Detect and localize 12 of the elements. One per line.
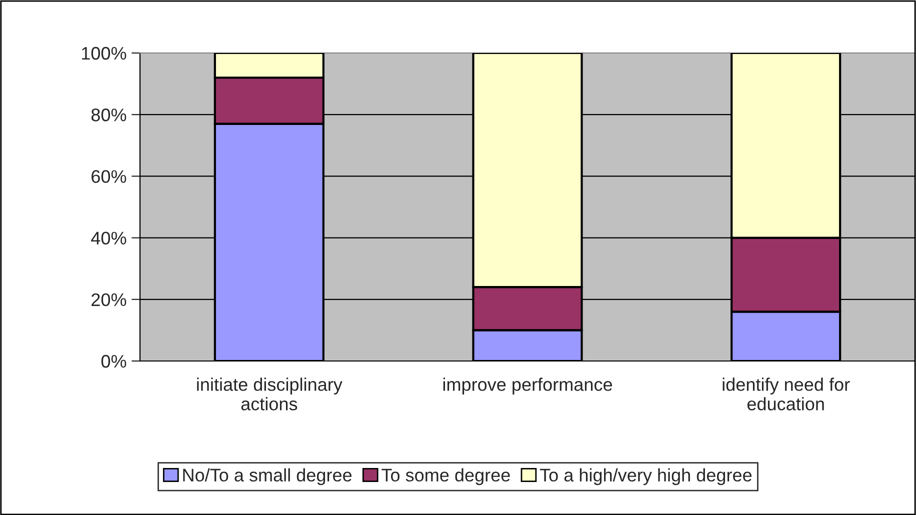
y-tick-label: 100%: [82, 46, 126, 60]
y-tick-label: 20%: [92, 293, 126, 306]
x-tick-label: identify need for education: [722, 378, 850, 410]
legend-label: To a high/very high degree: [540, 468, 752, 486]
y-tick-label: 0%: [101, 354, 126, 368]
y-tick-label: 80%: [91, 108, 126, 122]
legend-label: To some degree: [382, 468, 510, 486]
y-tick-label: 60%: [92, 170, 126, 183]
y-tick-label: 40%: [91, 232, 126, 245]
x-tick-label: improve performance: [443, 378, 612, 394]
legend-label: No/To a small degree: [183, 468, 352, 486]
x-tick-label: initiate disciplinary actions: [197, 378, 342, 410]
